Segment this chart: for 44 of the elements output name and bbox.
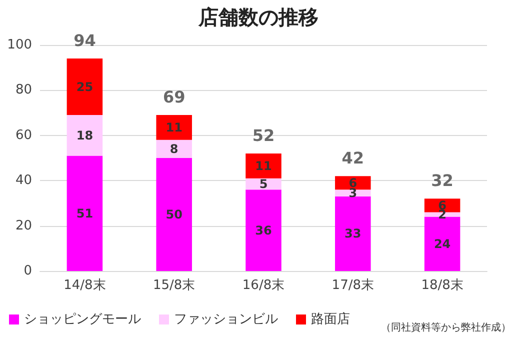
- data-label: 50: [166, 208, 182, 222]
- y-tick-label: 60: [15, 128, 32, 143]
- data-label: 8: [170, 142, 178, 156]
- total-label: 32: [431, 171, 454, 190]
- data-label: 25: [76, 80, 94, 94]
- data-label: 24: [434, 236, 451, 251]
- bar: [335, 190, 371, 196]
- data-label: 3: [348, 186, 358, 200]
- chart-title: 店舗数の推移: [198, 5, 318, 29]
- bar: [335, 196, 371, 271]
- x-tick-label: 16/8末: [242, 278, 285, 293]
- data-label: 51: [76, 206, 94, 220]
- bar: [156, 158, 192, 271]
- y-tick-label: 40: [15, 173, 32, 188]
- bar: [66, 115, 103, 156]
- legend-label: ショッピングモール: [24, 312, 141, 327]
- legend-label: ファッションビル: [174, 312, 278, 327]
- y-tick-label: 0: [24, 264, 32, 278]
- x-tick-label: 18/8末: [421, 278, 464, 293]
- bar: [156, 140, 192, 158]
- bar: [66, 58, 103, 116]
- y-tick-label: 20: [15, 218, 32, 234]
- legend-label: 路面店: [311, 311, 350, 327]
- bar: [246, 190, 282, 271]
- total-label: 94: [74, 31, 96, 50]
- bar: [246, 153, 282, 178]
- y-tick-label: 80: [15, 82, 32, 98]
- data-label: 11: [166, 120, 182, 134]
- data-label: 33: [344, 226, 362, 241]
- x-tick-label: 15/8末: [153, 278, 196, 293]
- bar: [156, 115, 192, 140]
- x-tick-label: 17/8末: [332, 278, 374, 293]
- text: （同社資料等から弊社作成）: [381, 322, 511, 334]
- data-label: 18: [76, 128, 94, 142]
- bar: [424, 216, 460, 271]
- data-label: 36: [255, 223, 272, 238]
- x-tick-label: 14/8末: [64, 278, 106, 293]
- total-label: 52: [252, 126, 275, 145]
- data-label: 5: [259, 176, 268, 191]
- total-label: 42: [342, 148, 364, 168]
- data-label: 11: [255, 158, 272, 173]
- bar: [66, 156, 103, 271]
- y-tick-label: 100: [7, 38, 32, 52]
- total-label: 69: [162, 88, 186, 107]
